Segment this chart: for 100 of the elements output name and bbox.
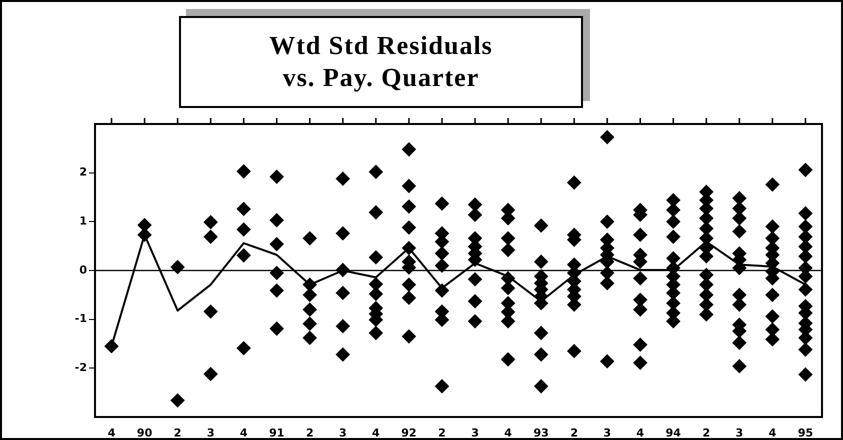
point [170,393,185,408]
point [699,298,714,312]
point [501,352,516,366]
point [798,206,812,220]
point [798,249,812,264]
point [633,292,648,307]
point [204,367,218,382]
x-tick-label: 93 [533,426,549,440]
point [468,294,482,308]
point [368,164,383,179]
point [633,271,648,286]
point [699,288,714,302]
x-tick-label: 3 [206,426,214,440]
point [534,326,548,340]
point [666,230,680,244]
point [798,220,812,234]
x-tick-label: 4 [372,426,380,440]
point [534,379,548,394]
point [501,242,516,257]
x-tick-label: 3 [339,426,347,440]
x-tick-label: 2 [438,426,446,440]
x-tick-label: 3 [736,426,744,440]
point [765,231,780,246]
x-tick-label: 4 [768,426,777,440]
point [765,288,780,302]
point [534,254,548,269]
x-tick-label: 90 [136,426,153,440]
x-tick-label: 94 [666,426,682,440]
point [402,290,416,305]
point [501,231,516,246]
point [302,316,317,331]
point [402,200,416,214]
point [567,176,582,190]
x-tick-label: 2 [174,426,182,440]
point [302,231,317,246]
point [666,251,680,266]
point [699,278,714,292]
point [600,276,614,290]
point [798,162,812,177]
point [204,215,218,230]
chart-title: Wtd Std Residuals vs. Pay. Quarter [269,30,493,94]
point [302,288,317,302]
point [534,347,548,362]
x-tick-label: 2 [306,426,314,440]
y-tick-label: 2 [79,166,87,179]
point [699,268,714,282]
point [302,330,317,345]
point [798,368,812,382]
point [732,359,746,374]
point [402,179,416,194]
point [765,178,780,192]
point [236,248,251,262]
point [270,266,284,280]
point [732,288,746,302]
point [600,214,614,229]
point [633,356,648,370]
point [732,191,746,206]
point [765,220,780,234]
point [270,237,284,252]
point [434,379,449,394]
point [699,211,714,226]
x-tick-label: 3 [603,426,612,440]
point [798,282,812,297]
point [236,222,251,236]
point [302,302,317,317]
point [236,341,251,356]
x-tick-label: 4 [504,426,512,440]
y-tick-label: -1 [74,312,87,326]
point [666,214,680,229]
point [567,344,582,358]
x-tick-label: 3 [471,426,479,440]
x-tick-label: 95 [798,426,814,440]
y-tick-label: -2 [74,361,87,374]
point [270,170,284,184]
point [633,228,648,242]
point [600,130,614,144]
y-tick-label: 1 [79,214,87,228]
y-tick-label: 0 [79,263,88,276]
point [204,230,218,244]
point [336,226,350,240]
point [468,208,482,222]
point [336,319,350,334]
x-tick-label: 2 [570,426,578,440]
point [236,202,251,216]
point [468,198,482,212]
point [434,258,449,273]
point [368,205,383,220]
point [336,286,350,300]
x-tick-label: 4 [108,426,116,440]
point [402,278,416,292]
point [468,272,482,286]
point [434,246,449,260]
point [732,211,746,226]
point [204,304,218,319]
point [633,302,648,317]
point [501,281,516,296]
point [170,260,185,274]
x-tick-label: 92 [401,426,417,440]
point [368,326,383,340]
point [633,338,648,352]
